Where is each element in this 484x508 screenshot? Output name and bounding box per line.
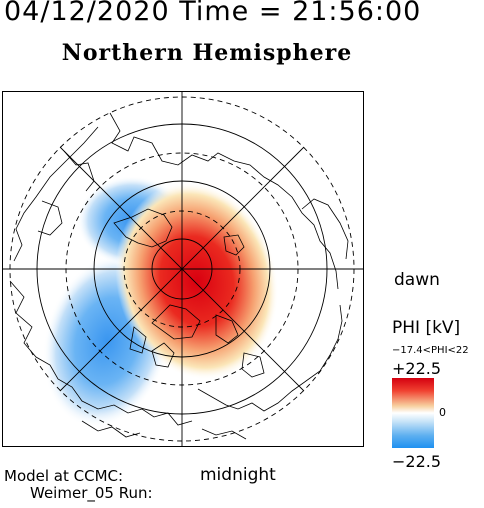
colorbar-min-label: −22.5	[392, 452, 442, 471]
coastlines	[9, 112, 349, 440]
meridian-diag-2	[59, 146, 305, 392]
midnight-label: midnight	[200, 465, 276, 485]
colorbar-range: −17.4<PHI<22	[392, 345, 469, 356]
map-frame	[2, 91, 364, 447]
dawn-label: dawn	[394, 270, 440, 290]
hemisphere-title: Northern Hemisphere	[61, 40, 353, 66]
colorbar-title: PHI [kV]	[392, 318, 461, 338]
colorbar	[392, 378, 434, 448]
colorbar-max-label: +22.5	[392, 359, 442, 378]
positive-cell	[115, 182, 279, 380]
credit-model: Model at CCMC:	[4, 467, 124, 485]
header-title: 04/12/2020 Time = 21:56:00	[4, 0, 422, 27]
credit-run: Weimer_05 Run:	[30, 484, 153, 502]
polar-map	[2, 91, 364, 447]
colorbar-mid-label: 0	[439, 406, 446, 419]
